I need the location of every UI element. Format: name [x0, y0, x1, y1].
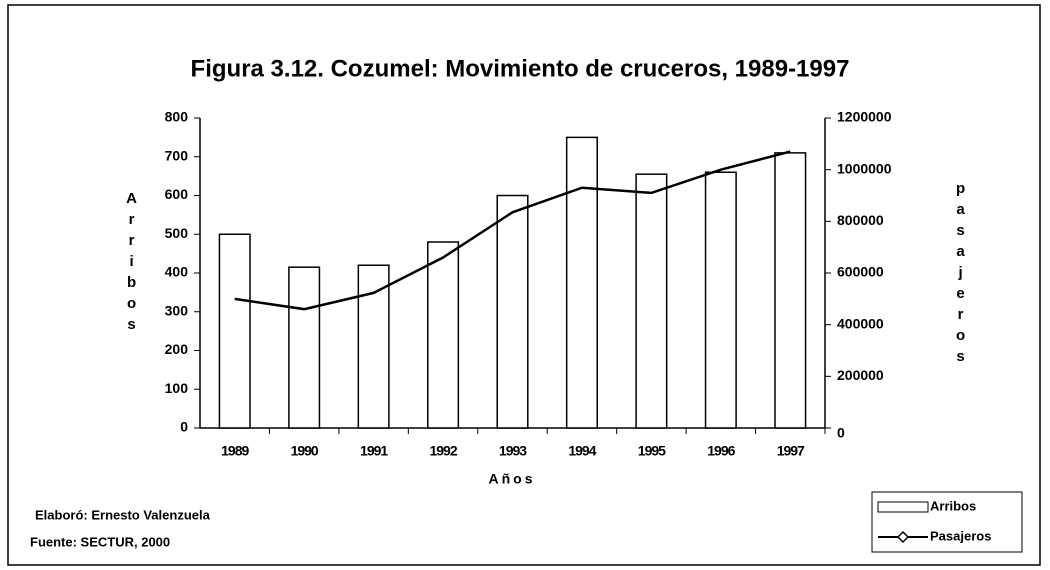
- note: Elaboró: Ernesto Valenzuela: [35, 507, 211, 522]
- y-tick-label: 200: [165, 341, 189, 357]
- x-tick-label: 1990: [291, 443, 319, 459]
- y2-axis-label: pasajeros: [952, 180, 969, 369]
- bar: [496, 194, 529, 429]
- x-tick-label: 1995: [638, 443, 666, 459]
- x-tick-label: 1997: [777, 443, 805, 459]
- x-tick-label: 1996: [707, 443, 735, 459]
- y-tick-label: 300: [165, 302, 189, 318]
- bar: [288, 266, 321, 429]
- legend-label: Pasajeros: [930, 528, 991, 543]
- bar: [357, 264, 390, 429]
- y2-tick-label: 1200000: [837, 109, 892, 125]
- y2-tick-label: 0: [837, 425, 845, 441]
- bar: [774, 152, 807, 429]
- note: Fuente: SECTUR, 2000: [30, 534, 170, 549]
- y-tick-label: 0: [180, 419, 188, 435]
- y-tick-label: 600: [165, 186, 189, 202]
- bar: [218, 233, 251, 429]
- y2-tick-label: 1000000: [837, 160, 892, 176]
- y-tick-label: 500: [165, 225, 189, 241]
- legend-marker: [896, 530, 910, 544]
- y2-tick-label: 600000: [837, 264, 884, 280]
- y-tick-label: 800: [165, 109, 189, 125]
- bar: [704, 171, 737, 429]
- y2-tick-label: 400000: [837, 315, 884, 331]
- bar: [565, 136, 598, 429]
- line: [234, 150, 791, 311]
- bar: [635, 173, 668, 429]
- x-axis-label: Años: [489, 471, 536, 487]
- chart-title: Figura 3.12. Cozumel: Movimiento de cruc…: [191, 55, 850, 82]
- y-axis-label: Arribos: [123, 190, 140, 337]
- x-tick-label: 1994: [568, 443, 596, 459]
- legend-swatch: [877, 501, 929, 513]
- y-tick-label: 400: [165, 264, 189, 280]
- x-tick-label: 1989: [221, 443, 249, 459]
- legend-label: Arribos: [930, 498, 976, 513]
- x-tick-label: 1991: [360, 443, 388, 459]
- x-tick-label: 1992: [429, 443, 457, 459]
- y-tick-label: 700: [165, 147, 189, 163]
- bar: [427, 241, 460, 429]
- y-tick-label: 100: [165, 380, 189, 396]
- y2-tick-label: 800000: [837, 212, 884, 228]
- y2-tick-label: 200000: [837, 367, 884, 383]
- x-tick-label: 1993: [499, 443, 527, 459]
